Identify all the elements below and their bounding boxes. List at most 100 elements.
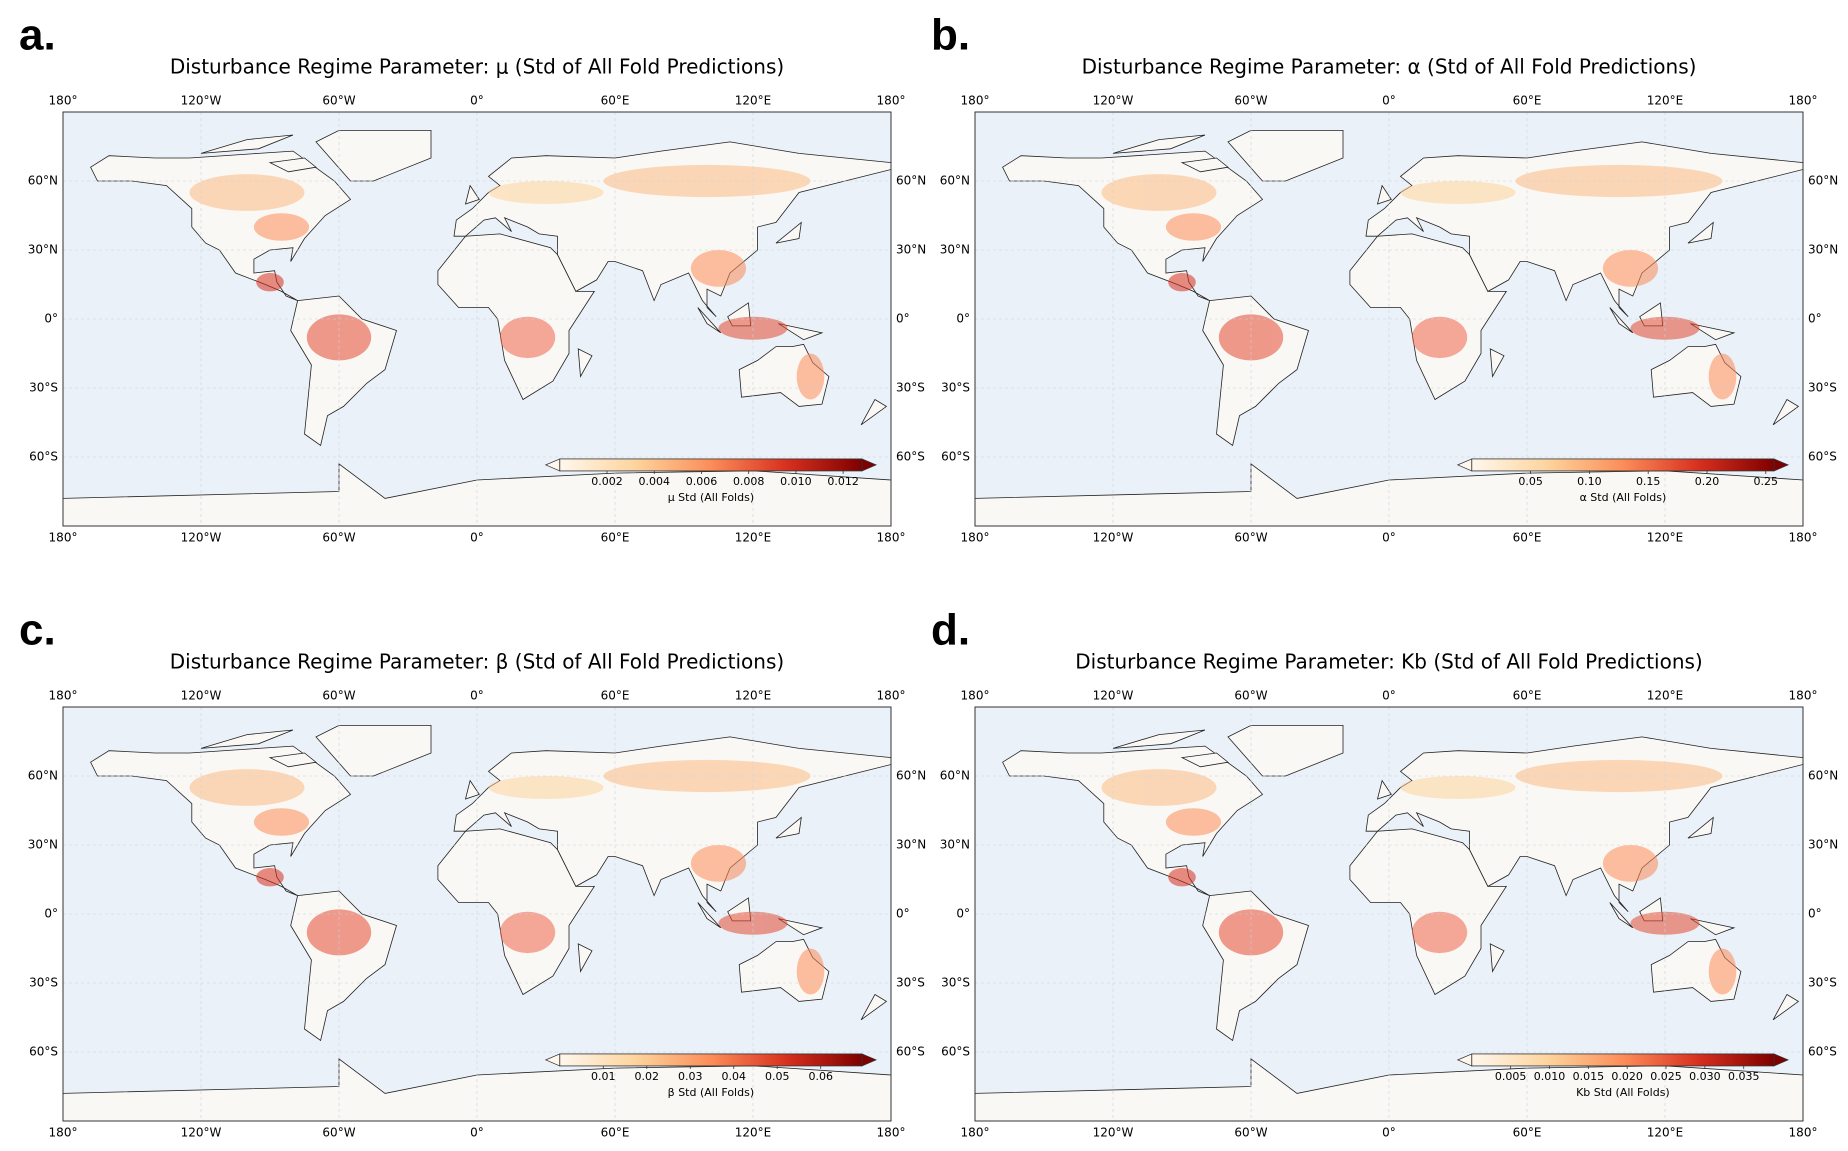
lat-label: 30°S bbox=[896, 976, 925, 990]
lon-label: 60°W bbox=[1234, 1126, 1267, 1140]
lat-label: 30°N bbox=[28, 838, 58, 852]
colorbar-tick-label: 0.006 bbox=[686, 475, 718, 488]
lon-label: 180° bbox=[877, 531, 906, 545]
lon-label: 120°E bbox=[735, 531, 772, 545]
lon-label: 60°W bbox=[1234, 531, 1267, 545]
colorbar-tick-label: 0.008 bbox=[733, 475, 765, 488]
colorbar-tick-label: 0.025 bbox=[1650, 1070, 1682, 1083]
lon-label: 120°E bbox=[735, 689, 772, 703]
lon-label: 120°W bbox=[181, 1126, 222, 1140]
panel-title: Disturbance Regime Parameter: β (Std of … bbox=[170, 650, 784, 674]
lat-label: 60°N bbox=[940, 174, 970, 188]
panel-letter: c. bbox=[19, 606, 56, 655]
colorbar-tick-label: 0.25 bbox=[1754, 475, 1779, 488]
lon-label: 120°W bbox=[181, 689, 222, 703]
lat-label: 60°S bbox=[1808, 450, 1837, 464]
lon-label: 120°W bbox=[1093, 689, 1134, 703]
lon-label: 120°E bbox=[1647, 94, 1684, 108]
lat-label: 60°S bbox=[29, 1045, 58, 1059]
panel-letter: b. bbox=[931, 11, 970, 60]
lat-label: 60°S bbox=[941, 450, 970, 464]
lon-label: 180° bbox=[961, 531, 990, 545]
lon-label: 60°E bbox=[1513, 531, 1542, 545]
lat-label: 60°N bbox=[896, 174, 926, 188]
lon-label: 180° bbox=[1789, 1126, 1818, 1140]
map-panel: c. Disturbance Regime Parameter: β (Std o… bbox=[19, 606, 926, 1140]
colorbar-tick-label: 0.02 bbox=[635, 1070, 660, 1083]
lat-label: 60°S bbox=[941, 1045, 970, 1059]
colorbar bbox=[1471, 458, 1775, 472]
panel-title: Disturbance Regime Parameter: α (Std of … bbox=[1082, 55, 1697, 79]
lon-label: 120°W bbox=[181, 94, 222, 108]
lat-label: 60°N bbox=[28, 174, 58, 188]
lat-label: 0° bbox=[956, 312, 970, 326]
lon-label: 60°E bbox=[601, 531, 630, 545]
colorbar-tick-label: 0.20 bbox=[1695, 475, 1720, 488]
lon-label: 180° bbox=[1789, 689, 1818, 703]
lon-label: 0° bbox=[470, 531, 484, 545]
colorbar-tick-label: 0.15 bbox=[1636, 475, 1661, 488]
lat-label: 0° bbox=[44, 312, 58, 326]
colorbar-tick-label: 0.05 bbox=[1518, 475, 1543, 488]
lat-label: 0° bbox=[896, 907, 910, 921]
lon-label: 180° bbox=[961, 94, 990, 108]
lon-label: 120°W bbox=[1093, 1126, 1134, 1140]
lon-label: 0° bbox=[470, 94, 484, 108]
lat-label: 30°S bbox=[29, 976, 58, 990]
lon-label: 180° bbox=[49, 94, 78, 108]
colorbar-tick-label: 0.002 bbox=[591, 475, 623, 488]
panel-letter: d. bbox=[931, 606, 970, 655]
panel-title: Disturbance Regime Parameter: μ (Std of … bbox=[170, 55, 784, 79]
lat-label: 30°N bbox=[1808, 838, 1838, 852]
colorbar bbox=[559, 1053, 863, 1067]
lon-label: 0° bbox=[1382, 94, 1396, 108]
lat-label: 30°S bbox=[941, 381, 970, 395]
lon-label: 120°W bbox=[1093, 531, 1134, 545]
lat-label: 0° bbox=[956, 907, 970, 921]
lon-label: 180° bbox=[1789, 531, 1818, 545]
lat-label: 60°N bbox=[1808, 174, 1838, 188]
lat-label: 60°S bbox=[896, 1045, 925, 1059]
lat-label: 30°N bbox=[896, 838, 926, 852]
lon-label: 180° bbox=[1789, 94, 1818, 108]
lon-label: 180° bbox=[49, 689, 78, 703]
colorbar-label: μ Std (All Folds) bbox=[668, 491, 754, 504]
lat-label: 30°S bbox=[941, 976, 970, 990]
colorbar-tick-label: 0.010 bbox=[1534, 1070, 1566, 1083]
lon-label: 0° bbox=[1382, 531, 1396, 545]
map-panel: a. Disturbance Regime Parameter: μ (Std o… bbox=[19, 11, 926, 545]
lat-label: 60°S bbox=[896, 450, 925, 464]
map-frame bbox=[62, 706, 892, 1122]
lat-label: 30°N bbox=[1808, 243, 1838, 257]
lon-label: 60°W bbox=[322, 531, 355, 545]
colorbar-tick-label: 0.010 bbox=[780, 475, 812, 488]
lon-label: 180° bbox=[877, 1126, 906, 1140]
lon-label: 180° bbox=[961, 689, 990, 703]
lon-label: 120°E bbox=[1647, 1126, 1684, 1140]
lon-label: 120°E bbox=[735, 94, 772, 108]
lon-label: 180° bbox=[877, 94, 906, 108]
lon-label: 180° bbox=[877, 689, 906, 703]
colorbar-tick-label: 0.005 bbox=[1495, 1070, 1527, 1083]
lat-label: 0° bbox=[896, 312, 910, 326]
lat-label: 0° bbox=[1808, 312, 1822, 326]
lat-label: 0° bbox=[1808, 907, 1822, 921]
map-frame bbox=[62, 111, 892, 527]
colorbar-tick-label: 0.020 bbox=[1611, 1070, 1643, 1083]
lon-label: 0° bbox=[1382, 1126, 1396, 1140]
lon-label: 60°E bbox=[1513, 94, 1542, 108]
colorbar bbox=[559, 458, 863, 472]
lon-label: 60°E bbox=[601, 94, 630, 108]
colorbar-tick-label: 0.004 bbox=[638, 475, 670, 488]
lon-label: 180° bbox=[961, 1126, 990, 1140]
lon-label: 60°E bbox=[1513, 689, 1542, 703]
lat-label: 60°N bbox=[940, 769, 970, 783]
colorbar-label: Kb Std (All Folds) bbox=[1576, 1086, 1670, 1099]
map-frame bbox=[974, 706, 1804, 1122]
map-panel: d. Disturbance Regime Parameter: Kb (Std … bbox=[931, 606, 1838, 1140]
lat-label: 30°S bbox=[29, 381, 58, 395]
lon-label: 0° bbox=[470, 689, 484, 703]
colorbar-label: β Std (All Folds) bbox=[668, 1086, 754, 1099]
colorbar-tick-label: 0.030 bbox=[1689, 1070, 1721, 1083]
